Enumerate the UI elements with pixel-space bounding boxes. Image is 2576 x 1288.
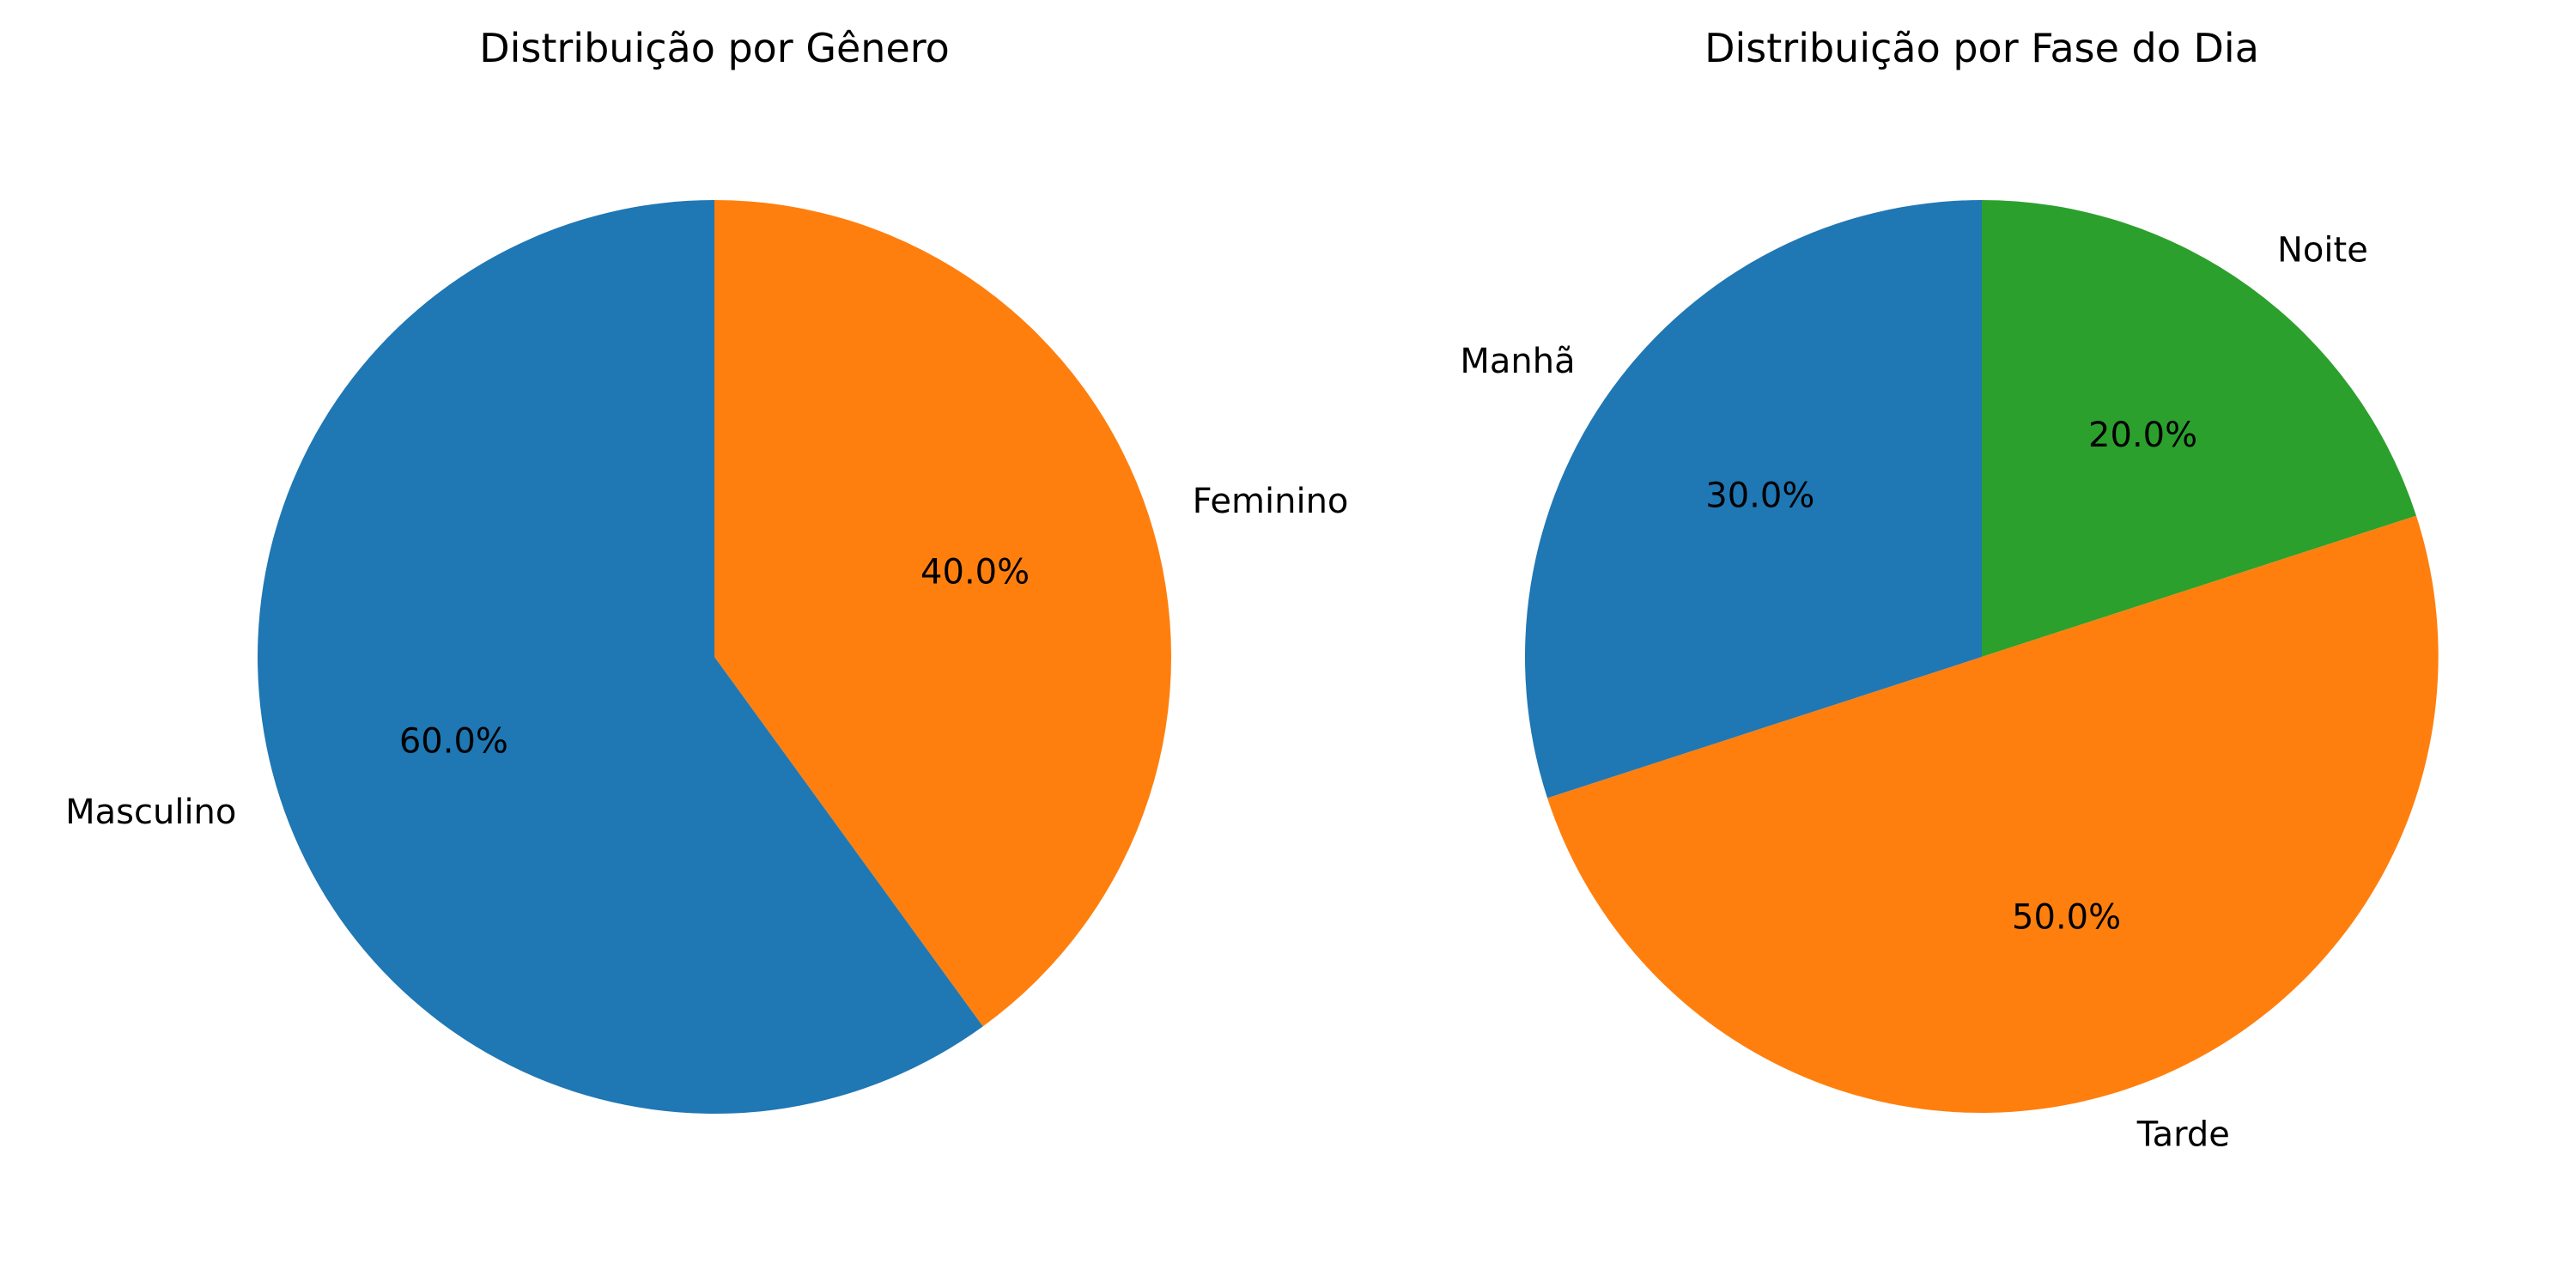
slice-label: Feminino	[1193, 482, 1349, 521]
pie-slice-noite	[1982, 200, 2416, 657]
slice-percent-label: 50.0%	[2012, 898, 2121, 938]
day-phase-pie-chart: Distribuição por Fase do Dia Manhã 30.0% T…	[1460, 25, 2439, 1155]
pie-slice-feminino	[714, 200, 1172, 1027]
slice-label: Manhã	[1460, 342, 1575, 381]
slice-percent-label: 40.0%	[920, 552, 1030, 592]
chart-title: Distribuição por Fase do Dia	[1704, 25, 2259, 71]
pie-slice-masculino	[258, 200, 983, 1114]
slice-label: Masculino	[65, 793, 236, 832]
pie-slice-tarde	[1547, 515, 2439, 1114]
pie-slice-manhã	[1525, 200, 1982, 799]
slice-percent-label: 20.0%	[2088, 416, 2197, 455]
slice-percent-label: 30.0%	[1705, 476, 1814, 515]
slice-label: Noite	[2277, 231, 2368, 270]
slice-label: Tarde	[2136, 1115, 2230, 1155]
chart-title: Distribuição por Gênero	[479, 25, 950, 71]
gender-pie-chart: Distribuição por Gênero Masculino 60.0% Fe…	[65, 25, 1348, 1114]
slice-percent-label: 60.0%	[399, 722, 508, 762]
